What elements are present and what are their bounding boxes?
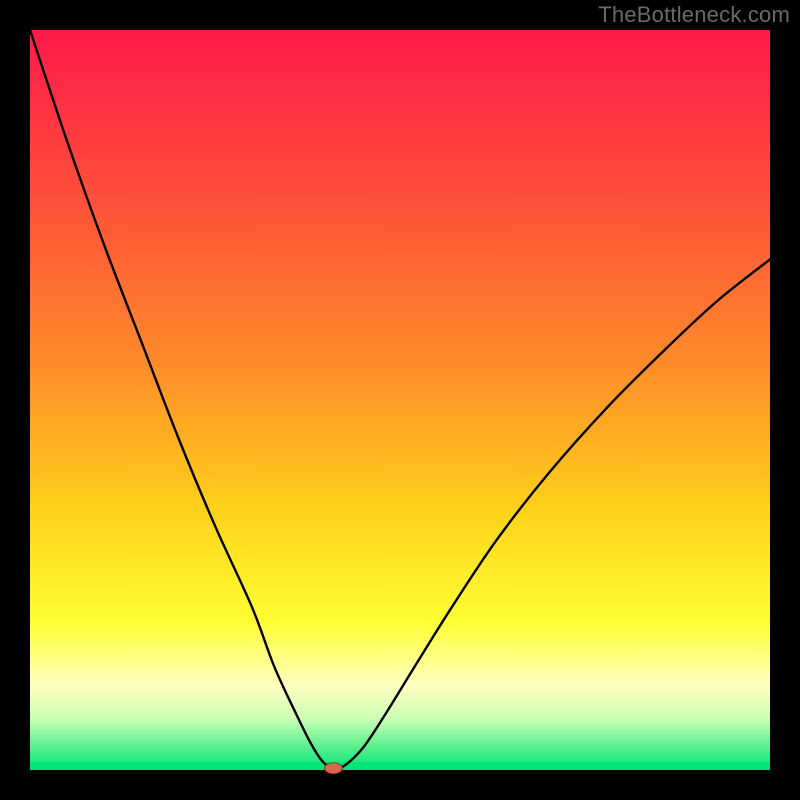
plot-background <box>30 30 770 770</box>
optimum-marker <box>324 763 342 774</box>
bottleneck-chart <box>0 0 800 800</box>
chart-stage: TheBottleneck.com <box>0 0 800 800</box>
baseline-strip <box>30 762 770 770</box>
